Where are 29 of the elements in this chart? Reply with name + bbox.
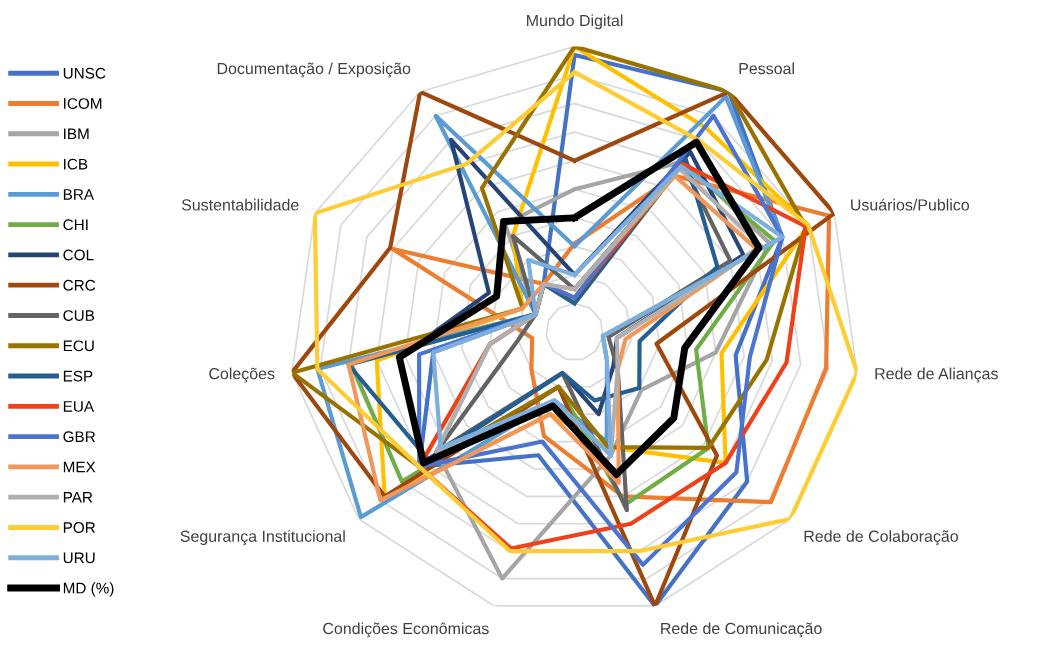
spoke-label: Segurança Institucional [180,530,345,546]
legend-label: IBM [64,128,89,140]
legend-label: BRA [63,189,95,200]
legend-label: MD (%) [63,582,114,597]
spoke-label: Condições Econômicas [323,622,489,638]
legend-label: GBR [63,431,96,443]
legend-label: EUA [63,401,95,412]
spoke-label: Pessoal [739,62,794,75]
spoke-label: Rede de Alianças [875,367,998,383]
spoke-label: Documentação / Exposição [217,62,411,78]
legend-label: ESP [63,370,93,382]
legend-label: MEX [63,461,96,473]
legend-label: CHI [63,219,88,231]
legend-label: PAR [63,492,93,503]
spoke-label: Sustentabilidade [181,198,299,211]
legend-label: POR [63,522,96,533]
legend-label: CUB [63,310,95,321]
legend-label: ICOM [64,98,102,109]
legend-label: CRC [63,279,96,291]
legend-label: ECU [63,340,94,352]
spoke-label: Rede de Colaboração [804,530,959,546]
legend-label: UNSC [63,67,106,79]
spoke-label: Usuários/Publico [851,198,970,211]
legend-label: COL [63,249,94,261]
legend-label: URU [63,552,95,564]
legend-label: ICB [64,158,88,170]
spoke-label: Mundo Digital [527,14,623,30]
spoke-label: Coleções [209,367,275,383]
spoke-label: Rede de Comunicação [661,622,822,638]
